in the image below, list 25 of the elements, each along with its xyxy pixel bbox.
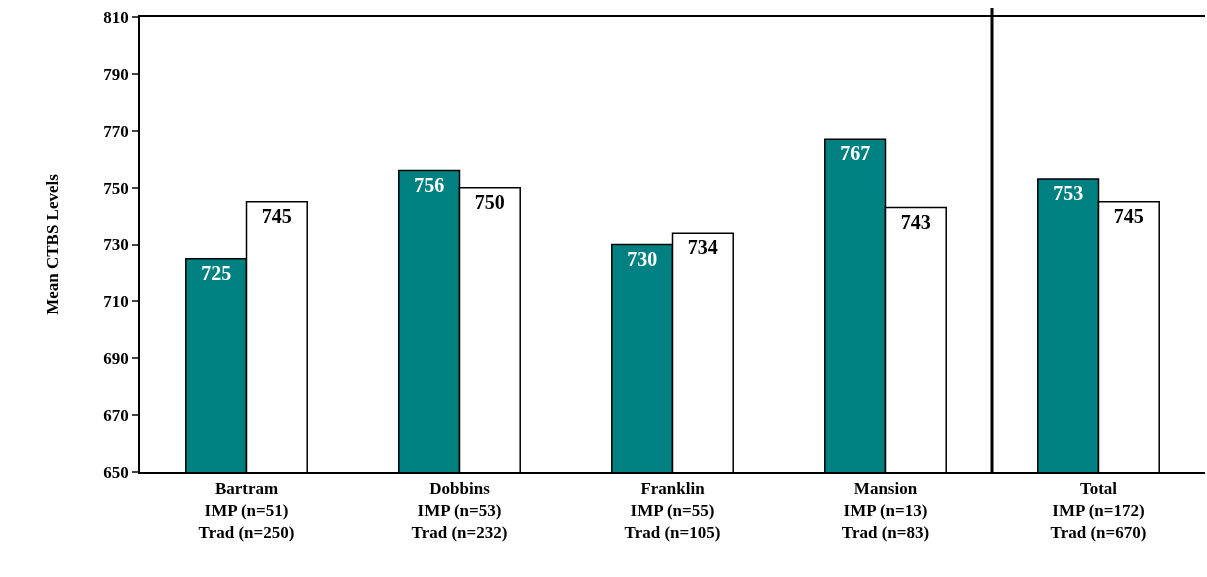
y-tick-label: 790 [103, 64, 129, 84]
y-tick-label: 670 [103, 406, 129, 426]
data-label: 753 [1053, 182, 1084, 205]
y-tick-label: 690 [103, 349, 129, 369]
x-tick-label: Dobbins IMP (n=53) Trad (n=232) [411, 479, 508, 543]
data-label: 725 [201, 261, 232, 284]
data-label: 734 [687, 236, 718, 259]
data-label: 767 [840, 142, 871, 165]
y-tick-label: 730 [103, 235, 129, 255]
y-tick-label: 770 [103, 121, 129, 141]
data-label: 756 [414, 173, 445, 196]
y-tick-label: 650 [103, 462, 129, 482]
x-tick-label: Total IMP (n=172) Trad (n=670) [1050, 479, 1147, 543]
y-axis-title: Mean CTBS Levels [43, 173, 63, 315]
x-tick-label: Franklin IMP (n=55) Trad (n=105) [624, 479, 721, 543]
data-label: 745 [261, 204, 292, 227]
y-tick-label: 710 [103, 292, 129, 312]
data-label: 750 [474, 190, 505, 213]
x-tick-label: Mansion IMP (n=13) Trad (n=83) [841, 479, 930, 543]
y-tick-label: 750 [103, 178, 129, 198]
x-tick-label: Bartram IMP (n=51) Trad (n=250) [198, 479, 295, 543]
data-label: 745 [1113, 204, 1144, 227]
data-label: 730 [627, 247, 658, 270]
y-tick-label: 810 [103, 7, 129, 27]
data-label: 743 [900, 210, 931, 233]
